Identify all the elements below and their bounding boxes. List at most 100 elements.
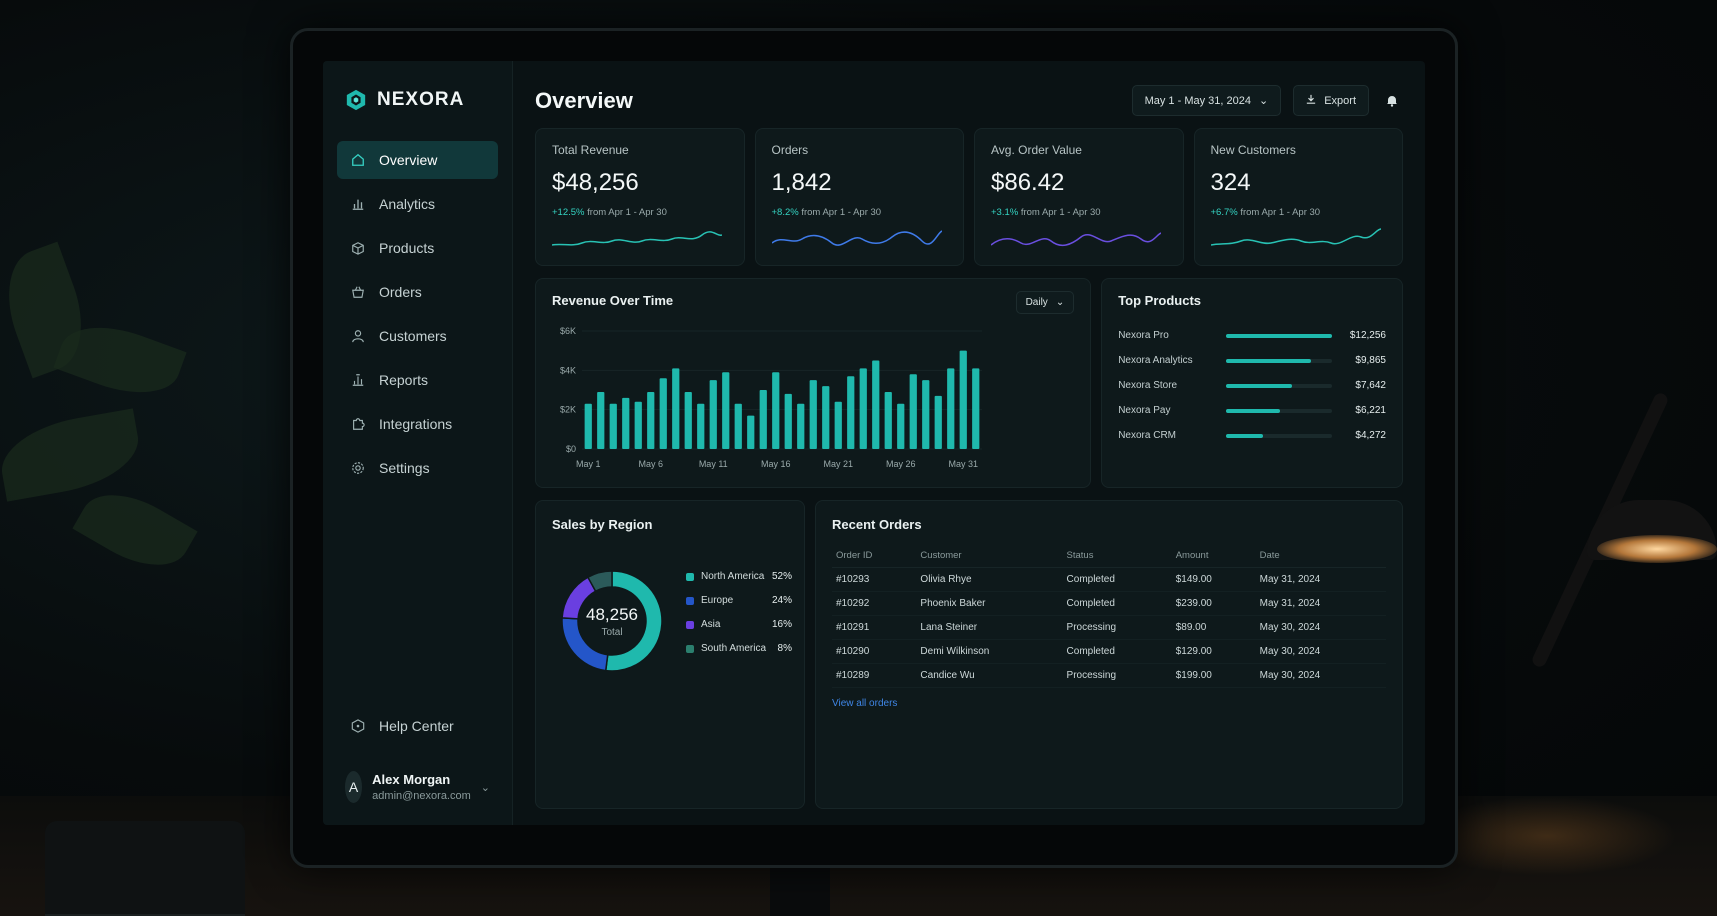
- top-products-list: Nexora Pro $12,256 Nexora Analytics $9,865 N…: [1118, 330, 1386, 441]
- bar[interactable]: [634, 401, 642, 449]
- table-row[interactable]: #10290 Demi Wilkinson Completed $129.00 May …: [832, 639, 1386, 664]
- legend-label: Asia: [701, 619, 721, 630]
- top-product-row[interactable]: Nexora Analytics $9,865: [1118, 355, 1386, 366]
- sidebar-item-orders[interactable]: Orders: [337, 273, 498, 311]
- bar[interactable]: [647, 391, 655, 449]
- x-tick-label: May 31: [948, 459, 978, 469]
- top-product-bar: [1226, 433, 1264, 438]
- donut-total: 48,256: [586, 604, 638, 624]
- bar[interactable]: [672, 368, 680, 449]
- bar-chart-icon: [349, 195, 367, 213]
- bar[interactable]: [897, 403, 905, 449]
- sidebar-item-analytics[interactable]: Analytics: [337, 185, 498, 223]
- bar[interactable]: [772, 372, 780, 449]
- legend-label: South America: [701, 643, 767, 654]
- column-header[interactable]: Amount: [1171, 544, 1256, 568]
- hexagon-logo-icon: [346, 89, 366, 111]
- bar[interactable]: [947, 368, 955, 449]
- order-id[interactable]: #10289: [832, 663, 917, 688]
- x-tick-label: May 6: [638, 459, 663, 469]
- bar[interactable]: [622, 397, 630, 449]
- table-row[interactable]: #10292 Phoenix Baker Completed $239.00 May 3…: [832, 591, 1386, 616]
- bar[interactable]: [697, 403, 705, 449]
- order-id[interactable]: #10293: [832, 567, 917, 592]
- kpi-sparkline: [552, 231, 722, 246]
- bar[interactable]: [872, 360, 880, 450]
- bar[interactable]: [759, 390, 767, 449]
- order-id[interactable]: #10291: [832, 615, 917, 640]
- legend-percent: 16%: [771, 619, 792, 630]
- kpi-card-avg-order-value[interactable]: Avg. Order Value $86.42 +3.1% from Apr 1…: [974, 128, 1184, 266]
- table-row[interactable]: #10289 Candice Wu Processing $199.00 May 30,…: [832, 663, 1386, 688]
- card-title: Sales by Region: [552, 517, 653, 532]
- download-icon: [1306, 94, 1316, 107]
- export-button[interactable]: Export: [1293, 85, 1369, 116]
- bar[interactable]: [659, 378, 667, 449]
- bar[interactable]: [609, 403, 617, 449]
- top-product-bar-track: [1226, 333, 1332, 338]
- x-tick-label: May 26: [886, 459, 916, 469]
- bar[interactable]: [722, 372, 730, 449]
- column-header[interactable]: Customer: [916, 544, 1063, 568]
- bar[interactable]: [784, 393, 792, 449]
- top-product-name: Nexora Analytics: [1118, 355, 1193, 366]
- bar[interactable]: [909, 374, 917, 449]
- bar[interactable]: [847, 376, 855, 449]
- order-id[interactable]: #10290: [832, 639, 917, 664]
- bar[interactable]: [797, 403, 805, 449]
- help-center-link[interactable]: Help Center: [337, 707, 498, 745]
- brand[interactable]: NEXORA: [337, 89, 498, 111]
- x-tick-label: May 1: [576, 459, 601, 469]
- legend-item: Asia 16%: [686, 619, 792, 630]
- bar[interactable]: [972, 368, 980, 449]
- legend-item: North America 52%: [686, 571, 792, 582]
- column-header[interactable]: Status: [1062, 544, 1172, 568]
- sidebar-item-settings[interactable]: Settings: [337, 449, 498, 487]
- bar[interactable]: [734, 403, 742, 449]
- bar[interactable]: [584, 403, 592, 449]
- kpi-label: New Customers: [1210, 143, 1296, 157]
- bar[interactable]: [859, 368, 867, 449]
- sidebar-item-customers[interactable]: Customers: [337, 317, 498, 355]
- bar[interactable]: [834, 401, 842, 449]
- bar[interactable]: [922, 380, 930, 449]
- bar[interactable]: [709, 380, 717, 449]
- pie-slice[interactable]: [604, 570, 663, 672]
- user-menu[interactable]: A Alex Morgan admin@nexora.com ⌄: [337, 765, 498, 809]
- sidebar-item-reports[interactable]: Reports: [337, 361, 498, 399]
- column-header[interactable]: Order ID: [832, 544, 917, 568]
- sidebar-item-products[interactable]: Products: [337, 229, 498, 267]
- bell-icon[interactable]: [1381, 90, 1403, 112]
- bar[interactable]: [597, 391, 605, 449]
- kpi-card-new-customers[interactable]: New Customers 324 +6.7% from Apr 1 - Apr…: [1193, 128, 1403, 266]
- sidebar-item-integrations[interactable]: Integrations: [337, 405, 498, 443]
- order-customer: Lana Steiner: [916, 615, 1063, 640]
- top-product-row[interactable]: Nexora Pay $6,221: [1118, 405, 1386, 416]
- chevron-down-icon[interactable]: ⌄: [480, 781, 490, 794]
- top-product-row[interactable]: Nexora CRM $4,272: [1118, 430, 1386, 441]
- table-row[interactable]: #10291 Lana Steiner Processing $89.00 May 30…: [832, 615, 1386, 640]
- bar[interactable]: [822, 386, 830, 449]
- bar[interactable]: [884, 391, 892, 449]
- bar[interactable]: [959, 350, 967, 449]
- top-product-row[interactable]: Nexora Pro $12,256: [1118, 330, 1386, 341]
- pie-slice[interactable]: [586, 570, 613, 593]
- top-product-row[interactable]: Nexora Store $7,642: [1118, 380, 1386, 391]
- user-info: Alex Morgan admin@nexora.com: [372, 772, 471, 802]
- bar[interactable]: [747, 415, 755, 449]
- bar[interactable]: [684, 391, 692, 449]
- bar[interactable]: [809, 380, 817, 449]
- period-dropdown[interactable]: Daily ⌄: [1015, 291, 1075, 314]
- date-range-picker[interactable]: May 1 - May 31, 2024 ⌄: [1131, 85, 1282, 116]
- view-all-orders-link[interactable]: View all orders: [832, 698, 898, 709]
- bar[interactable]: [934, 395, 942, 449]
- box-icon: [349, 239, 367, 257]
- order-id[interactable]: #10292: [832, 591, 917, 616]
- table-row[interactable]: #10293 Olivia Rhye Completed $149.00 May 31,…: [832, 567, 1386, 592]
- chevron-down-icon: ⌄: [1055, 297, 1065, 308]
- order-amount: $149.00: [1171, 567, 1256, 592]
- kpi-card-total-revenue[interactable]: Total Revenue $48,256 +12.5% from Apr 1 …: [535, 128, 745, 266]
- kpi-card-orders[interactable]: Orders 1,842 +8.2% from Apr 1 - Apr 30: [754, 128, 964, 266]
- sidebar-item-overview[interactable]: Overview: [337, 141, 498, 179]
- column-header[interactable]: Date: [1255, 544, 1386, 568]
